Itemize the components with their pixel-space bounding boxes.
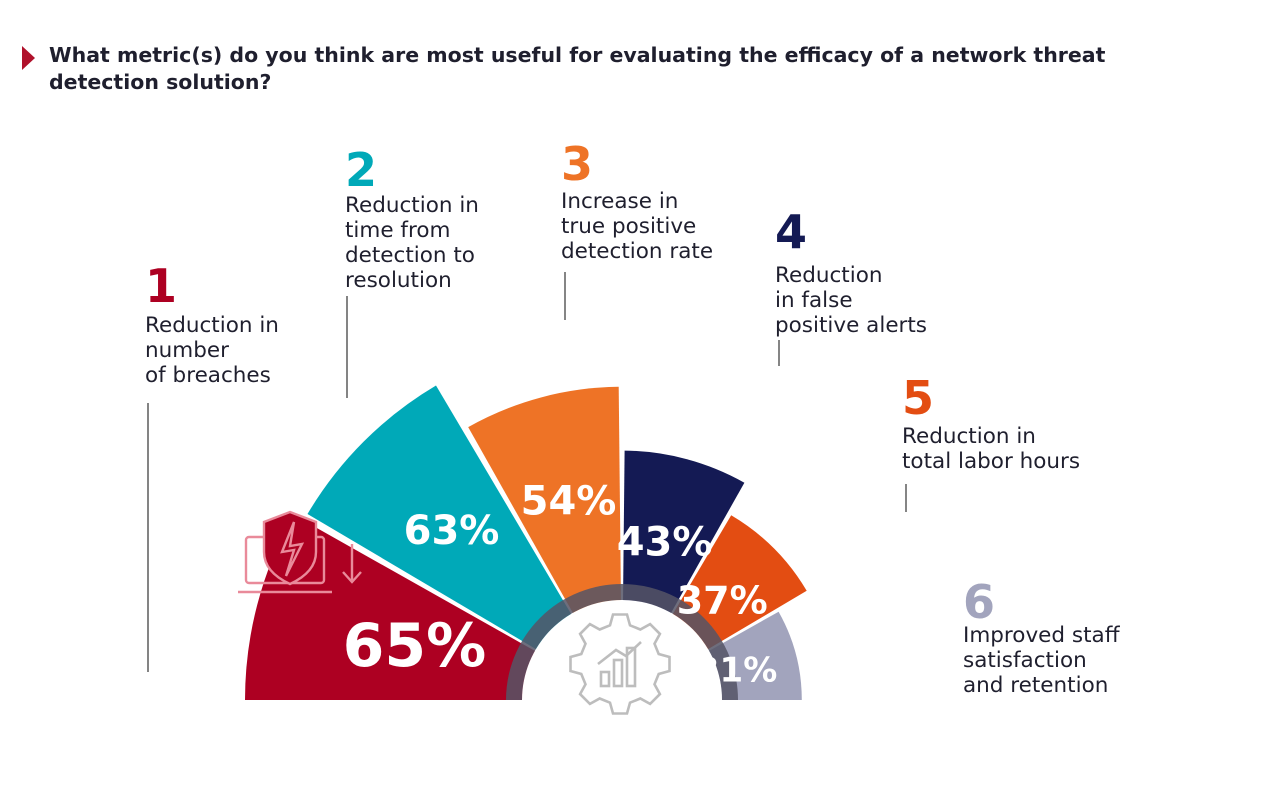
category-label-1: Reduction in number of breaches — [145, 313, 279, 388]
category-label-3: Increase in true positive detection rate — [561, 189, 713, 264]
shield-lightning-laptop-icon — [238, 510, 332, 594]
category-label-2: Reduction in time from detection to resolut… — [345, 193, 479, 293]
center-mask — [0, 701, 1276, 797]
question-text: What metric(s) do you think are most use… — [49, 43, 1106, 94]
rank-number-6: 6 — [963, 575, 995, 629]
category-label-5: Reduction in total labor hours — [902, 424, 1080, 474]
center-ring — [506, 584, 738, 701]
value-label-3: 54% — [521, 479, 617, 525]
rank-number-3: 3 — [561, 137, 593, 191]
rank-number-2: 2 — [345, 143, 377, 197]
arrow-down-icon — [342, 544, 362, 584]
category-label-4: Reduction in false positive alerts — [775, 263, 927, 338]
category-label-6: Improved staff satisfaction and retention — [963, 623, 1121, 698]
value-label-4: 43% — [617, 519, 713, 565]
rank-number-1: 1 — [145, 259, 177, 313]
gear-chart-icon — [569, 613, 671, 715]
triangle-marker-icon — [22, 46, 35, 70]
rank-number-5: 5 — [902, 371, 934, 425]
value-label-6: 31% — [696, 651, 777, 691]
value-label-2: 63% — [404, 508, 500, 554]
value-label-5: 37% — [677, 579, 768, 623]
rank-number-4: 4 — [775, 205, 807, 259]
value-label-1: 65% — [343, 611, 487, 681]
